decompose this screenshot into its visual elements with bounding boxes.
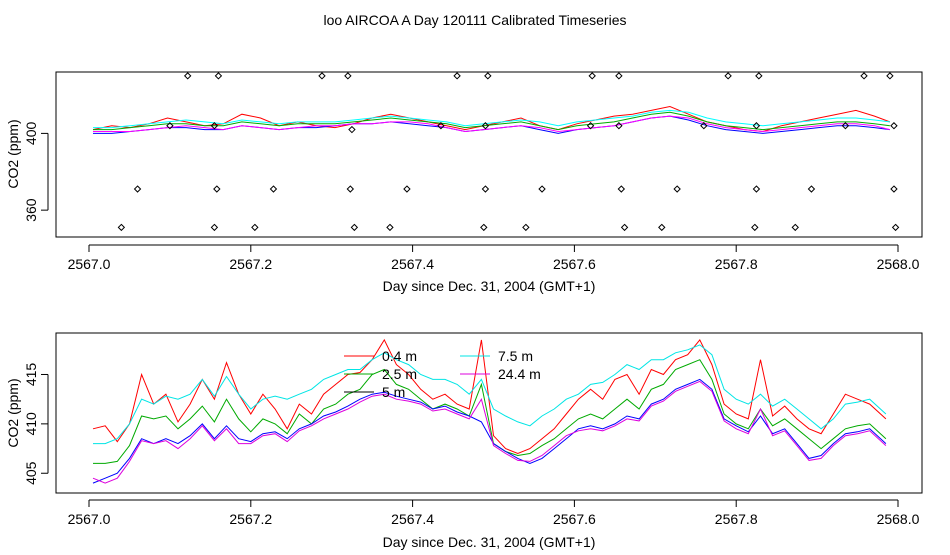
legend-label: 7.5 m	[498, 348, 533, 364]
flag-marker	[214, 72, 223, 80]
top-x-tick-label: 2567.8	[715, 256, 758, 272]
bottom-series-lines	[92, 338, 887, 484]
top-x-axis-label: Day since Dec. 31, 2004 (GMT+1)	[383, 278, 596, 294]
flag-marker	[617, 185, 626, 193]
flag-marker	[538, 185, 546, 193]
bottom-series-line-7-5-m	[93, 344, 887, 445]
flag-marker	[484, 72, 492, 80]
page-title: loo AIRCOA A Day 120111 Calibrated Times…	[324, 12, 627, 28]
bottom-x-tick-label: 2567.2	[229, 511, 272, 527]
legend-label: 24.4 m	[498, 366, 541, 382]
top-plot-frame	[55, 71, 923, 238]
flag-marker	[183, 72, 192, 80]
flag-marker	[615, 72, 623, 80]
flag-marker	[673, 185, 681, 193]
flag-marker	[251, 223, 259, 232]
flag-marker	[318, 72, 326, 80]
flag-marker	[615, 122, 623, 130]
flag-marker	[890, 185, 898, 193]
flag-marker	[210, 223, 219, 232]
flag-marker	[437, 122, 445, 130]
flag-marker	[166, 122, 174, 130]
top-y-tick-label: 400	[23, 122, 39, 146]
flag-marker	[481, 122, 490, 130]
flag-marker	[133, 185, 142, 193]
bottom-x-tick-label: 2567.6	[553, 511, 596, 527]
top-x-tick-label: 2567.6	[553, 256, 596, 272]
legend-label: 2.5 m	[382, 366, 417, 382]
flag-marker	[886, 72, 894, 80]
top-panel: 2567.0 2567.2 2567.4 2567.6 2567.8 2568.0 360…	[5, 71, 923, 294]
flag-marker	[346, 185, 355, 193]
flag-marker	[891, 223, 900, 232]
flag-marker	[658, 223, 666, 232]
bottom-x-tick-label: 2567.8	[715, 511, 758, 527]
bottom-y-tick-label: 415	[23, 363, 39, 387]
bottom-x-tick-label: 2567.4	[391, 511, 434, 527]
top-series-line-0-4-m	[92, 105, 891, 133]
flag-marker	[350, 223, 359, 232]
flag-marker	[751, 223, 759, 232]
flag-marker	[890, 122, 898, 130]
top-y-axis-label: CO2 (ppm)	[5, 119, 21, 188]
bottom-y-tick-label: 410	[23, 412, 39, 436]
bottom-series-line-24-4-m	[92, 380, 887, 484]
bottom-x-axis: 2567.0 2567.2 2567.4 2567.6 2567.8 2568.0	[68, 499, 920, 527]
flag-marker	[755, 72, 763, 80]
flag-marker	[348, 125, 356, 134]
bottom-series-line-2-5-m	[93, 359, 887, 464]
top-series-line-7-5-m	[93, 109, 890, 129]
top-series-lines	[92, 105, 891, 134]
flag-marker	[344, 72, 352, 80]
bottom-y-axis: 405 410 415	[23, 363, 49, 485]
flag-marker	[269, 185, 278, 193]
top-flag-markers	[117, 72, 900, 232]
legend-label: 5 m	[382, 384, 405, 400]
bottom-series-line-0-4-m	[92, 338, 887, 455]
flag-marker	[586, 122, 595, 130]
bottom-x-axis-label: Day since Dec. 31, 2004 (GMT+1)	[383, 534, 596, 550]
top-x-tick-label: 2567.4	[391, 256, 434, 272]
bottom-panel: 2567.0 2567.2 2567.4 2567.6 2567.8 2568.0 405…	[5, 332, 923, 550]
bottom-legend: 0.4 m 2.5 m 5 m 7.5 m 24.4 m	[344, 348, 541, 400]
flag-marker	[724, 72, 732, 80]
flag-marker	[588, 72, 596, 80]
bottom-x-tick-label: 2568.0	[877, 511, 920, 527]
flag-marker	[841, 122, 850, 130]
top-x-axis: 2567.0 2567.2 2567.4 2567.6 2567.8 2568.0	[68, 244, 920, 272]
flag-marker	[386, 223, 394, 232]
flag-marker	[752, 185, 761, 193]
legend-label: 0.4 m	[382, 348, 417, 364]
bottom-plot-frame	[55, 332, 923, 494]
top-x-tick-label: 2567.2	[229, 256, 272, 272]
flag-marker	[752, 122, 761, 130]
flag-marker	[791, 223, 799, 232]
bottom-y-tick-label: 405	[23, 461, 39, 485]
flag-marker	[403, 185, 411, 193]
flag-marker	[700, 122, 708, 130]
bottom-y-axis-label: CO2 (ppm)	[5, 378, 21, 447]
flag-marker	[522, 223, 530, 232]
top-y-axis: 360 400	[23, 122, 49, 222]
flag-marker	[480, 223, 488, 232]
top-x-tick-label: 2568.0	[877, 256, 920, 272]
flag-marker	[860, 72, 868, 80]
top-y-tick-label: 360	[23, 198, 39, 222]
top-series-line-2-5-m	[93, 111, 890, 131]
top-x-tick-label: 2567.0	[68, 256, 111, 272]
bottom-x-tick-label: 2567.0	[68, 511, 111, 527]
flag-marker	[481, 185, 490, 193]
flag-marker	[807, 185, 816, 193]
flag-marker	[453, 72, 461, 80]
top-series-line-24-4-m	[93, 115, 891, 133]
flag-marker	[213, 185, 221, 193]
flag-marker	[620, 223, 629, 232]
flag-marker	[117, 223, 126, 232]
flag-marker	[210, 122, 219, 130]
